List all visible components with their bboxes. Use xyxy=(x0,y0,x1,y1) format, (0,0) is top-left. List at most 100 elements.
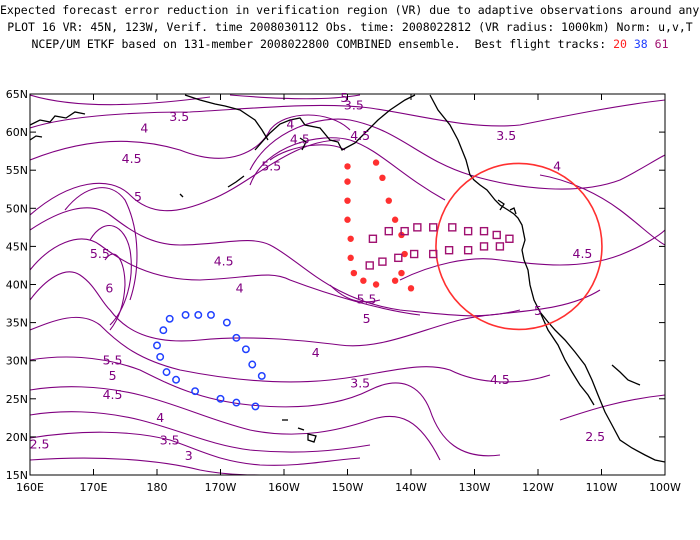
blue-track-point xyxy=(207,311,215,319)
coastlines xyxy=(30,94,665,463)
contour-label: 5.5 xyxy=(90,246,110,261)
contour-label: 5 xyxy=(109,368,117,383)
contour-label: 3.5 xyxy=(344,97,364,112)
contour-label: 5 xyxy=(134,189,142,204)
contour-label: 2.5 xyxy=(30,437,50,452)
red-track-point xyxy=(344,163,351,170)
contour-label: 3.5 xyxy=(169,109,189,124)
contour-label: 3.5 xyxy=(160,433,180,448)
contour-label: 5.5 xyxy=(261,158,281,173)
purple-track-point xyxy=(505,234,514,243)
purple-track-point xyxy=(495,242,505,251)
title-line-3-text: NCEP/UM ETKF based on 131-member 2008022… xyxy=(31,37,607,51)
blue-track-point xyxy=(232,333,241,342)
purple-track-point xyxy=(400,226,409,236)
contour-label: 4 xyxy=(312,345,320,360)
lon-label: 130W xyxy=(459,481,491,494)
blue-track-point xyxy=(216,394,225,403)
purple-track-point xyxy=(444,246,454,255)
red-track-point xyxy=(344,178,351,185)
blue-track-point xyxy=(232,398,241,407)
purple-track-point xyxy=(429,223,438,232)
contour-label: 4.5 xyxy=(490,372,510,387)
contour-label: 4 xyxy=(156,410,164,425)
lon-label: 180 xyxy=(147,481,168,494)
contour-label: 4.5 xyxy=(573,246,593,261)
purple-track-point xyxy=(492,230,501,240)
contour-label: 5.5 xyxy=(103,353,123,368)
blue-track-point xyxy=(194,311,203,319)
purple-track-point xyxy=(409,249,419,259)
blue-track-point xyxy=(165,314,174,323)
purple-track-point xyxy=(448,223,457,232)
lon-label: 140W xyxy=(395,481,427,494)
lat-label: 65N xyxy=(6,88,28,101)
red-track-point xyxy=(372,281,380,288)
contour-label: 3 xyxy=(185,448,193,463)
purple-track-point xyxy=(413,223,422,232)
purple-track-point xyxy=(368,234,378,243)
red-track-point xyxy=(379,174,386,182)
contour-label: 4.5 xyxy=(103,387,123,402)
lat-label: 55N xyxy=(6,164,28,177)
purple-track-point xyxy=(479,242,489,251)
contour-label: 5 xyxy=(363,311,371,326)
red-track-point xyxy=(350,269,358,277)
blue-track-point xyxy=(162,368,171,377)
red-track-point xyxy=(391,216,399,223)
plot-title-line-1: Expected forecast error reduction in ver… xyxy=(0,3,700,17)
purple-track-point xyxy=(463,246,473,255)
track-id-blue: 38 xyxy=(633,37,648,51)
red-track-point xyxy=(344,197,351,204)
contour-label: 4.5 xyxy=(214,254,234,269)
lat-label: 35N xyxy=(6,317,28,330)
blue-track-point xyxy=(248,360,257,369)
red-track-point xyxy=(407,285,415,292)
purple-track-point xyxy=(429,249,438,259)
contour-label: 4 xyxy=(553,158,561,173)
contour-label: 4 xyxy=(140,120,148,135)
contour-label: 2.5 xyxy=(585,429,605,444)
purple-track-point xyxy=(378,257,387,266)
track-id-purple: 61 xyxy=(654,37,669,51)
red-track-point xyxy=(391,277,399,284)
blue-track-point xyxy=(181,311,190,319)
lat-label: 60N xyxy=(6,126,28,139)
contour-label: 4.5 xyxy=(350,128,370,143)
contour-value-labels: 3.53.54 44.5 4.54.55.553.5455.564.545.5554… xyxy=(30,90,606,463)
lat-label: 20N xyxy=(6,431,28,444)
red-track-point xyxy=(385,197,392,204)
blue-track-point xyxy=(153,341,161,350)
track-id-red: 20 xyxy=(613,37,627,51)
lon-label: 150W xyxy=(332,481,364,494)
lon-label: 160W xyxy=(268,481,300,494)
lat-label: 40N xyxy=(6,279,28,292)
purple-track-point xyxy=(479,226,489,236)
purple-track-point xyxy=(365,261,374,270)
contour-label: 4 xyxy=(286,116,294,131)
contour-label: 5.5 xyxy=(357,292,377,307)
contour-label: 3.5 xyxy=(350,376,370,391)
lat-label: 25N xyxy=(6,393,28,406)
plot-title-line-2: PLOT 16 VR: 45N, 123W, Verif. time 20080… xyxy=(7,20,693,34)
lon-label: 110W xyxy=(586,481,618,494)
red-track-point xyxy=(360,277,367,284)
plot-title-line-3: NCEP/UM ETKF based on 131-member 2008022… xyxy=(0,37,700,51)
contour-label: 6 xyxy=(105,280,113,295)
contour-label: 4 xyxy=(236,280,244,295)
blue-track-point xyxy=(257,371,266,380)
lon-label: 170W xyxy=(205,481,237,494)
blue-track-point xyxy=(241,345,250,354)
contour-lines xyxy=(30,94,665,475)
axis-ticks xyxy=(29,93,666,476)
purple-track-point xyxy=(463,226,473,236)
lat-label: 15N xyxy=(6,469,28,482)
lon-label: 160E xyxy=(16,481,44,494)
contour-label: 3.5 xyxy=(496,128,516,143)
purple-track-point xyxy=(384,226,393,236)
red-track-point xyxy=(398,269,405,277)
contour-label: 4.5 xyxy=(122,151,142,166)
lon-label: 170E xyxy=(80,481,108,494)
